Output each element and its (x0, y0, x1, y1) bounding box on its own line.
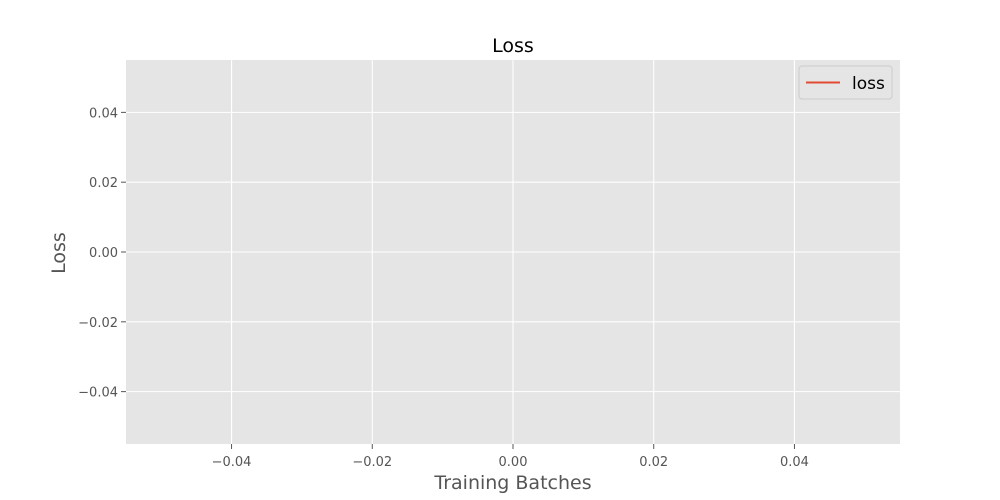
ticks-layer: −0.04 −0.02 0.00 0.02 0.04 −0.04 −0.02 0.00 0.02… (78, 106, 809, 470)
y-tick-label: 0.00 (89, 246, 118, 261)
x-axis-label: Training Batches (433, 472, 591, 494)
x-tick-label: 0.00 (499, 455, 528, 470)
y-tick-label: 0.04 (89, 106, 118, 121)
x-tick-label: 0.04 (780, 455, 809, 470)
legend-box (798, 65, 893, 100)
y-axis-label: Loss (48, 232, 70, 274)
y-tick-label: −0.02 (78, 316, 118, 331)
chart-title: Loss (492, 35, 534, 57)
x-tick-label: −0.04 (212, 455, 252, 470)
grid-lines (126, 60, 900, 444)
x-tick-label: −0.02 (352, 455, 392, 470)
x-tick-label: 0.02 (639, 455, 668, 470)
y-tick-label: 0.02 (89, 176, 118, 191)
y-tick-label: −0.04 (78, 386, 118, 401)
legend: loss (798, 65, 893, 100)
legend-label-loss: loss (852, 74, 885, 94)
